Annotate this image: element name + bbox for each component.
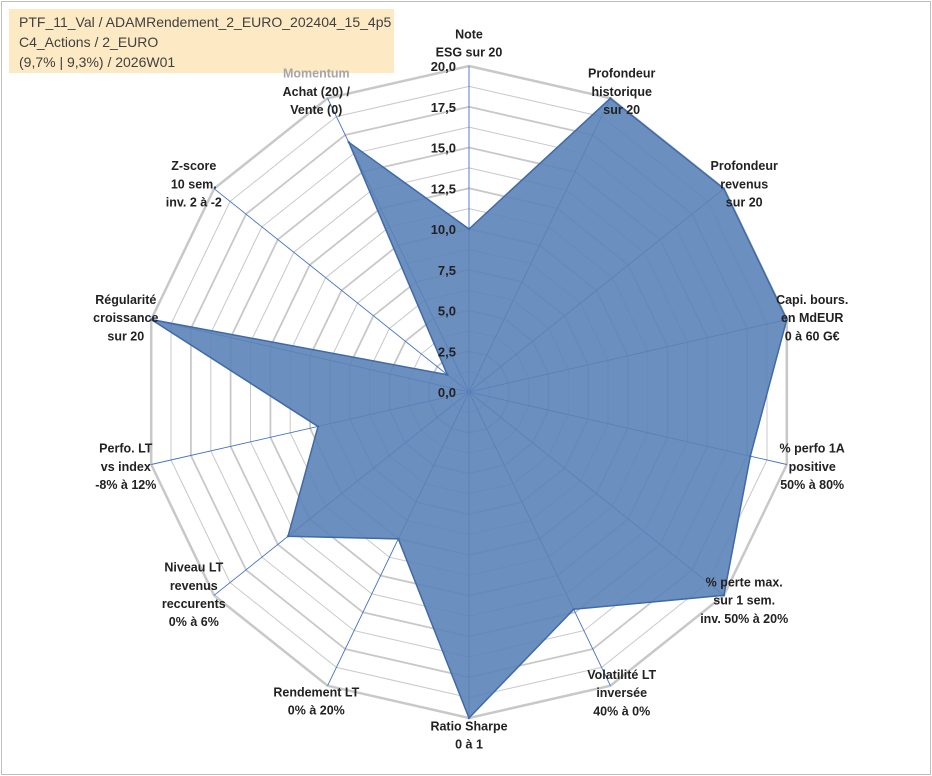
axis-label: % perte max. xyxy=(706,575,783,589)
axis-label: 10 sem. xyxy=(171,177,217,191)
axis-label: sur 20 xyxy=(603,103,640,117)
tick-label: 2,5 xyxy=(438,344,456,359)
data-point xyxy=(286,535,290,538)
axis-label: positive xyxy=(789,460,836,474)
axis-label-group: Capi. bours. en MdEUR 0 à 60 G€ xyxy=(776,293,848,343)
axis-label: Profondeur xyxy=(711,159,778,173)
axis-label: % perfo 1A xyxy=(780,442,845,456)
tick-label: 20,0 xyxy=(431,59,456,74)
tick-label: 0,0 xyxy=(438,385,456,400)
axis-label: Note xyxy=(455,28,483,42)
axis-label: 0% à 20% xyxy=(288,704,345,718)
data-point xyxy=(316,425,320,428)
axis-label: 40% à 0% xyxy=(593,704,650,718)
data-point xyxy=(397,537,400,541)
axis-label: Perfo. LT xyxy=(99,442,153,456)
axis-label-group: Profondeur historique sur 20 xyxy=(588,67,655,117)
data-point xyxy=(347,141,350,144)
tick-label: 10,0 xyxy=(431,222,456,237)
data-point xyxy=(572,608,575,611)
data-point xyxy=(150,318,153,321)
tick-label: 15,0 xyxy=(431,141,456,156)
axis-label: -8% à 12% xyxy=(95,478,156,492)
info-line-category: C4_Actions / 2_EURO xyxy=(19,34,159,50)
tick-label: 12,5 xyxy=(431,181,456,196)
tick-label: 7,5 xyxy=(438,263,456,278)
axis-label: Niveau LT xyxy=(164,561,223,575)
axis-label: revenus xyxy=(170,579,218,593)
data-point xyxy=(722,594,726,597)
axis-label: reccurents xyxy=(162,597,226,611)
axis-label: sur 20 xyxy=(726,196,763,210)
axis-label: vs index xyxy=(101,460,151,474)
axis-label-group: Profondeur revenus sur 20 xyxy=(711,159,778,209)
axis-label: sur 1 sem. xyxy=(713,594,775,608)
data-point xyxy=(609,97,612,100)
axis-label-group: Note ESG sur 20 xyxy=(436,28,503,60)
data-point xyxy=(467,716,471,720)
axis-label: revenus xyxy=(720,177,768,191)
axis-label: Momentum xyxy=(283,67,350,81)
info-line-portfolio: PTF_11_Val / ADAMRendement_2_EURO_202404… xyxy=(19,14,392,30)
axis-label-group: Momentum Achat (20) / Vente (0) xyxy=(283,67,351,117)
data-point xyxy=(722,187,726,190)
axis-label-group: Z-score 10 sem. inv. 2 à -2 xyxy=(166,159,222,209)
axis-label: sur 20 xyxy=(107,329,144,343)
axis-label: croissance xyxy=(93,311,158,325)
axis-label: 0 à 60 G€ xyxy=(785,329,840,343)
data-point xyxy=(749,455,752,458)
axis-label: Vente (0) xyxy=(290,103,342,117)
axis-label-group: Niveau LT revenus reccurents 0% à 6% xyxy=(162,561,226,630)
axis-label: Ratio Sharpe xyxy=(430,719,507,733)
info-line-performance: (9,7% | 9,3%) / 2026W01 xyxy=(19,54,176,70)
data-point xyxy=(467,227,471,231)
axis-label: Achat (20) / xyxy=(283,85,351,99)
axis-label-group: Perfo. LT vs index -8% à 12% xyxy=(95,442,156,492)
tick-label: 17,5 xyxy=(431,100,456,115)
axis-label-group: Rendement LT 0% à 20% xyxy=(273,685,359,717)
axis-label-group: Régularité croissance sur 20 xyxy=(93,293,158,343)
axis-label: en MdEUR xyxy=(781,311,844,325)
axis-label-group: Ratio Sharpe 0 à 1 xyxy=(430,719,507,751)
axis-label: historique xyxy=(591,85,651,99)
axis-label: ESG sur 20 xyxy=(436,46,503,60)
axis-label: Rendement LT xyxy=(273,685,359,699)
axis-label: Volatilité LT xyxy=(587,668,656,682)
axis-label-group: % perfo 1A positive 50% à 80% xyxy=(780,442,845,492)
axis-label: Z-score xyxy=(171,159,216,173)
axis-label: Capi. bours. xyxy=(776,293,848,307)
axis-label: inversée xyxy=(596,686,647,700)
axis-label: inv. 50% à 20% xyxy=(700,612,788,626)
axis-label: inv. 2 à -2 xyxy=(166,196,222,210)
data-point xyxy=(785,318,788,321)
axis-label: Profondeur xyxy=(588,67,655,81)
axis-label-group: % perte max. sur 1 sem. inv. 50% à 20% xyxy=(700,575,788,625)
axis-label: 0 à 1 xyxy=(455,738,483,752)
axis-label-group: Volatilité LT inversée 40% à 0% xyxy=(587,668,656,718)
axis-spoke xyxy=(213,188,470,393)
radar-series xyxy=(150,97,788,720)
axis-label: 50% à 80% xyxy=(780,478,844,492)
tick-label: 5,0 xyxy=(438,304,456,319)
axis-labels: Note ESG sur 20 Profondeur historique sur 20… xyxy=(93,28,848,752)
radial-tick-labels: 0,0 2,5 5,0 7,5 10,0 12,5 15,0 17,5 20,0 xyxy=(431,59,456,400)
data-point xyxy=(446,373,449,376)
axis-label: 0% à 6% xyxy=(169,615,219,629)
portfolio-info-box: PTF_11_Val / ADAMRendement_2_EURO_202404… xyxy=(9,9,394,73)
axis-label: Régularité xyxy=(95,293,156,307)
